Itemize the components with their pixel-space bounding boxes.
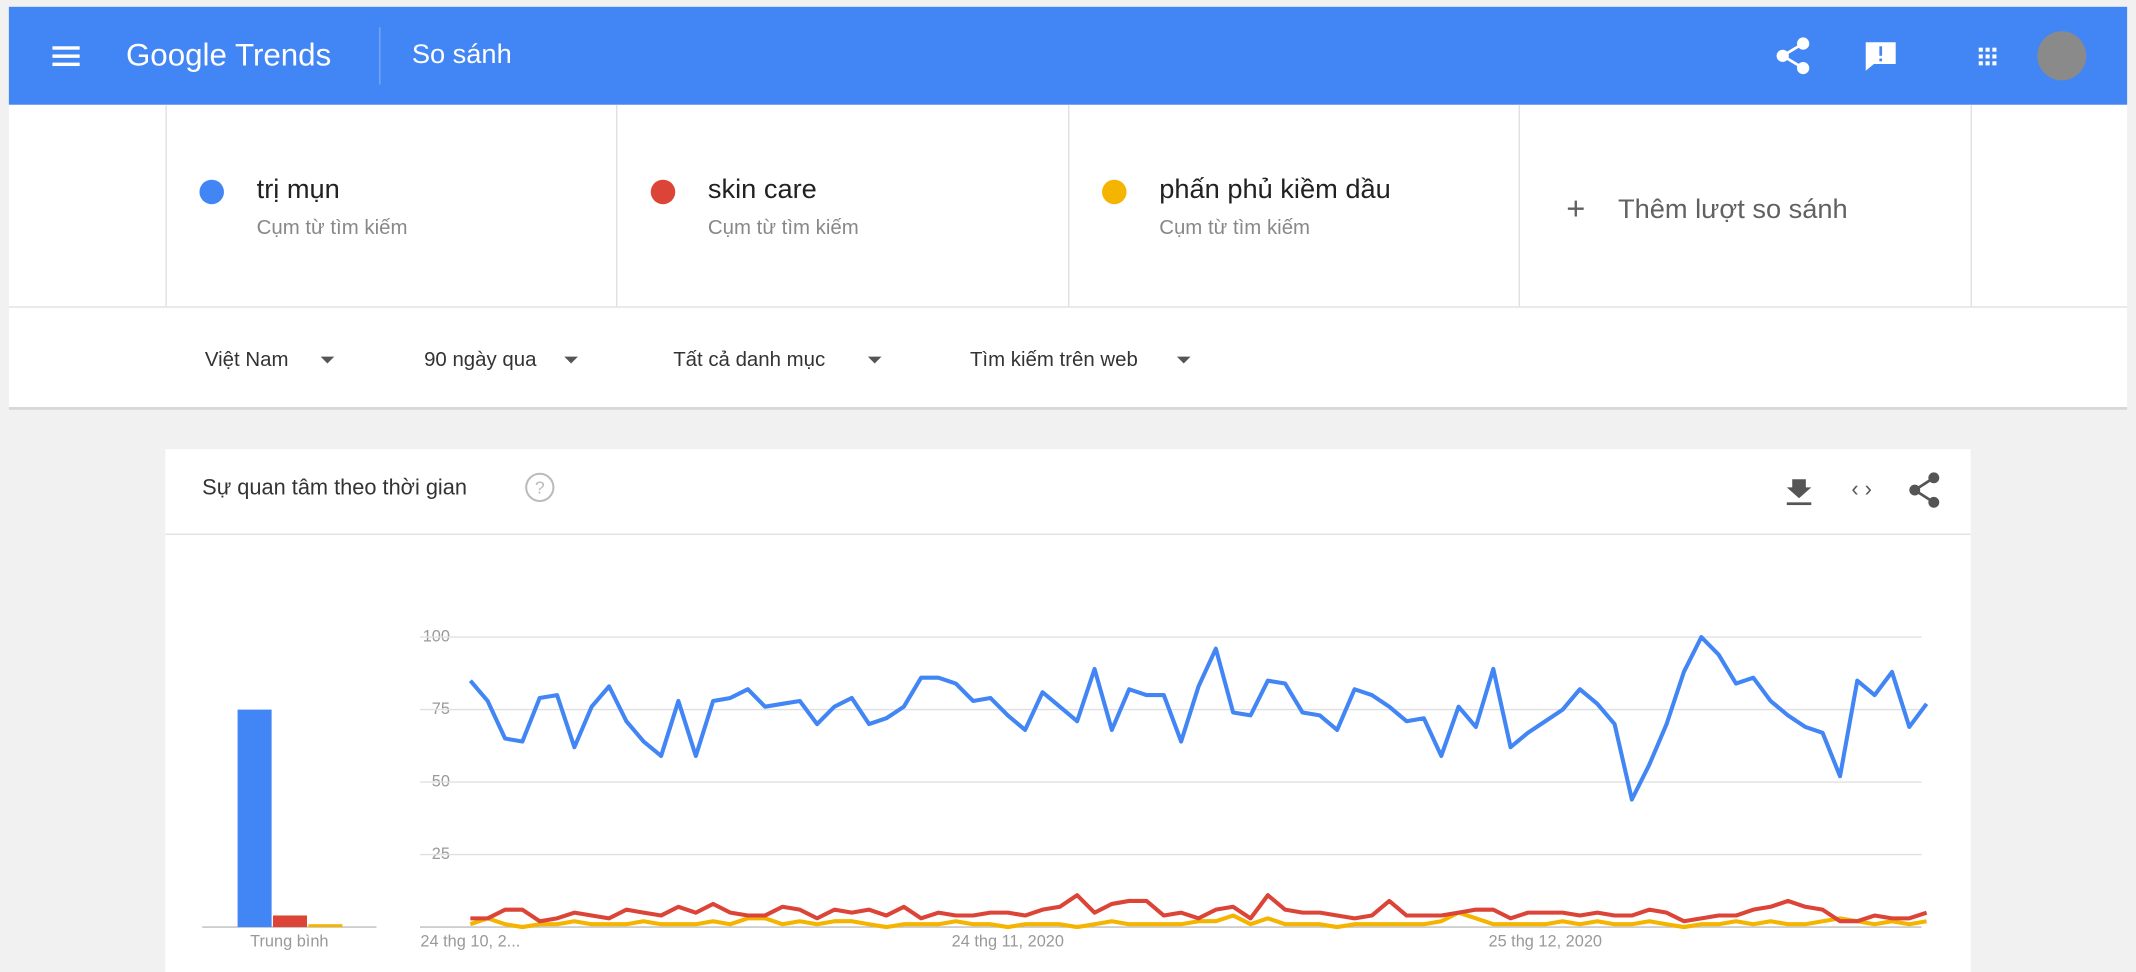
apps-icon[interactable] xyxy=(1978,47,1997,66)
dropdown-arrow xyxy=(1176,356,1191,364)
average-bar xyxy=(308,924,343,928)
share-icon[interactable] xyxy=(1776,37,1810,75)
divider xyxy=(379,27,381,85)
filter[interactable]: Việt Nam xyxy=(205,349,289,371)
x-tick-label: 24 thg 11, 2020 xyxy=(952,932,1064,950)
average-bar xyxy=(272,915,308,928)
add-icon[interactable]: + xyxy=(1566,190,1585,227)
term-dot xyxy=(1102,179,1127,205)
y-tick-label: 25 xyxy=(432,845,450,863)
term-type: Cụm từ tìm kiếm xyxy=(708,217,859,239)
chart-title: Sự quan tâm theo thời gian xyxy=(202,474,467,499)
card-divider xyxy=(1518,104,1520,307)
average-label: Trung bình xyxy=(250,932,328,950)
series-line xyxy=(470,893,1928,924)
y-tick-label: 75 xyxy=(432,700,450,718)
divider xyxy=(165,533,1971,536)
term-dot xyxy=(199,179,224,205)
term-name[interactable]: skin care xyxy=(708,173,817,204)
compare-panel xyxy=(8,104,2128,409)
feedback-icon[interactable] xyxy=(1865,42,1896,71)
term-name[interactable]: phấn phủ kiềm dầu xyxy=(1159,173,1391,204)
term-dot xyxy=(650,179,676,205)
top-bar xyxy=(8,6,2128,105)
card-divider xyxy=(616,104,618,307)
x-tick-label: 25 thg 12, 2020 xyxy=(1488,932,1601,950)
logo[interactable]: Google Trends xyxy=(126,37,331,72)
filter[interactable]: Tìm kiếm trên web xyxy=(970,349,1138,371)
dropdown-arrow xyxy=(320,356,335,364)
divider xyxy=(8,306,2128,308)
card-divider xyxy=(1970,104,1972,307)
card-share-icon[interactable] xyxy=(1909,472,1940,508)
x-tick-label: 24 thg 10, 2... xyxy=(420,932,520,950)
filter[interactable]: 90 ngày qua xyxy=(424,349,537,371)
term-type: Cụm từ tìm kiếm xyxy=(1159,217,1310,239)
average-bar xyxy=(237,709,272,928)
dropdown-arrow xyxy=(564,356,578,364)
menu-icon[interactable] xyxy=(52,46,80,67)
panel-shadow xyxy=(8,407,2128,410)
card-divider xyxy=(165,104,167,307)
series-line xyxy=(469,910,1927,930)
download-icon[interactable] xyxy=(1786,479,1812,506)
page-title: So sánh xyxy=(412,38,512,69)
y-tick-label: 100 xyxy=(423,627,450,645)
y-tick-label: 50 xyxy=(432,772,450,790)
series-line xyxy=(468,635,1929,802)
add-compare[interactable]: Thêm lượt so sánh xyxy=(1618,193,1848,224)
term-name[interactable]: trị mụn xyxy=(257,173,340,204)
svg-text:?: ? xyxy=(535,477,545,497)
avatar[interactable] xyxy=(2037,31,2087,81)
filter[interactable]: Tất cả danh mục xyxy=(673,349,825,371)
term-type: Cụm từ tìm kiếm xyxy=(257,217,408,239)
embed-icon[interactable]: ‹ › xyxy=(1851,476,1872,501)
help-icon[interactable]: ? xyxy=(525,472,555,502)
card-divider xyxy=(1068,104,1070,307)
dropdown-arrow xyxy=(867,356,882,364)
